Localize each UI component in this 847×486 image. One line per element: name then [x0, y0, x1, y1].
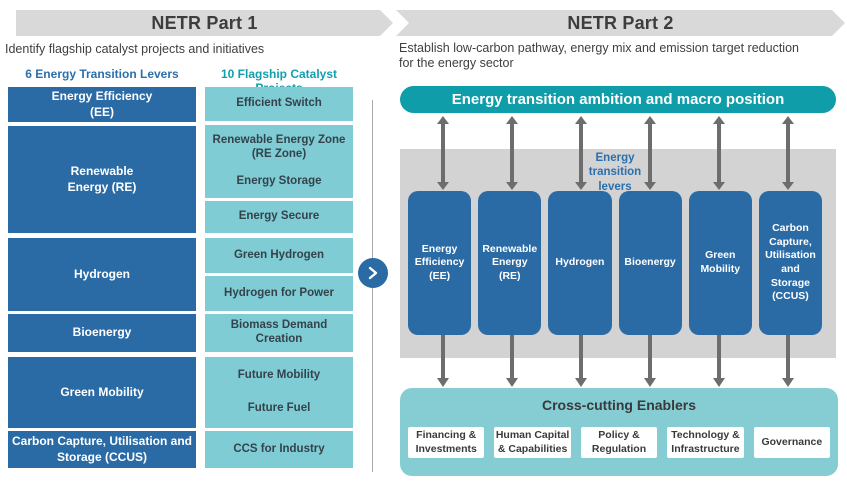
- levers-to-enablers-arrows: [408, 335, 822, 387]
- double-arrow-icon: [505, 116, 518, 190]
- energy-transition-levers-label: Energy transition levers: [588, 152, 642, 193]
- lever-box-hydrogen: Hydrogen: [8, 238, 196, 311]
- project-box-green-hydrogen: Green Hydrogen: [205, 238, 353, 273]
- double-arrow-icon: [781, 116, 794, 190]
- down-arrow-icon: [436, 335, 449, 387]
- enabler-human-capital: Human Capital & Capabilities: [494, 427, 571, 458]
- banner-to-levers-arrows: [408, 116, 822, 190]
- down-arrow-icon: [712, 335, 725, 387]
- lever-pillars: Energy Efficiency (EE) Renewable Energy …: [408, 191, 823, 335]
- lever-box-green-mobility: Green Mobility: [8, 357, 196, 428]
- project-box-biomass-demand-creation: Biomass Demand Creation: [205, 314, 353, 352]
- enablers-title: Cross-cutting Enablers: [541, 397, 697, 413]
- double-arrow-icon: [643, 116, 656, 190]
- double-arrow-icon: [574, 116, 587, 190]
- project-box-future-mobility-future-fuel: Future Mobility Future Fuel: [205, 357, 353, 428]
- down-arrow-icon: [781, 335, 794, 387]
- enabler-technology-infrastructure: Technology & Infrastructure: [667, 427, 744, 458]
- cross-cutting-enablers-panel: Cross-cutting Enablers Financing & Inves…: [400, 388, 838, 476]
- project-box-ccs-for-industry: CCS for Industry: [205, 431, 353, 468]
- down-arrow-icon: [505, 335, 518, 387]
- pillar-renewable-energy: Renewable Energy (RE): [478, 191, 542, 335]
- netr-part1-title: NETR Part 1: [151, 12, 258, 33]
- enablers-row: Financing & Investments Human Capital & …: [408, 427, 831, 458]
- levers-column-header: 6 Energy Transition Levers: [25, 67, 179, 81]
- pillar-ccus: Carbon Capture, Utilisation and Storage …: [758, 191, 823, 335]
- project-box-energy-secure: Energy Secure: [205, 201, 353, 233]
- ambition-banner: Energy transition ambition and macro pos…: [400, 86, 836, 113]
- down-arrow-icon: [643, 335, 656, 387]
- pillar-bioenergy: Bioenergy: [618, 191, 682, 335]
- project-box-efficient-switch: Efficient Switch: [205, 87, 353, 121]
- netr-part1-banner: NETR Part 1: [16, 10, 393, 36]
- double-arrow-icon: [436, 116, 449, 190]
- netr-part2-title: NETR Part 2: [567, 12, 674, 33]
- enabler-policy-regulation: Policy & Regulation: [580, 427, 658, 458]
- pillar-energy-efficiency: Energy Efficiency (EE): [408, 191, 472, 335]
- pillar-hydrogen: Hydrogen: [548, 191, 612, 335]
- lever-box-ccus: Carbon Capture, Utilisation and Storage …: [8, 431, 196, 468]
- pillar-green-mobility: Green Mobility: [688, 191, 752, 335]
- project-box-hydrogen-for-power: Hydrogen for Power: [205, 276, 353, 311]
- lever-box-energy-efficiency: Energy Efficiency (EE): [8, 87, 196, 122]
- part1-subtitle: Identify flagship catalyst projects and …: [5, 42, 265, 56]
- lever-box-bioenergy: Bioenergy: [8, 314, 196, 352]
- project-box-re-zone-energy-storage: Renewable Energy Zone (RE Zone) Energy S…: [205, 125, 353, 198]
- double-arrow-icon: [712, 116, 725, 190]
- lever-box-renewable-energy: Renewable Energy (RE): [8, 126, 196, 233]
- netr-part2-banner: NETR Part 2: [396, 10, 845, 36]
- enabler-governance: Governance: [753, 427, 831, 458]
- chevron-right-icon: [358, 258, 388, 288]
- enabler-financing-investments: Financing & Investments: [408, 427, 485, 458]
- down-arrow-icon: [574, 335, 587, 387]
- part2-subtitle: Establish low-carbon pathway, energy mix…: [399, 41, 799, 70]
